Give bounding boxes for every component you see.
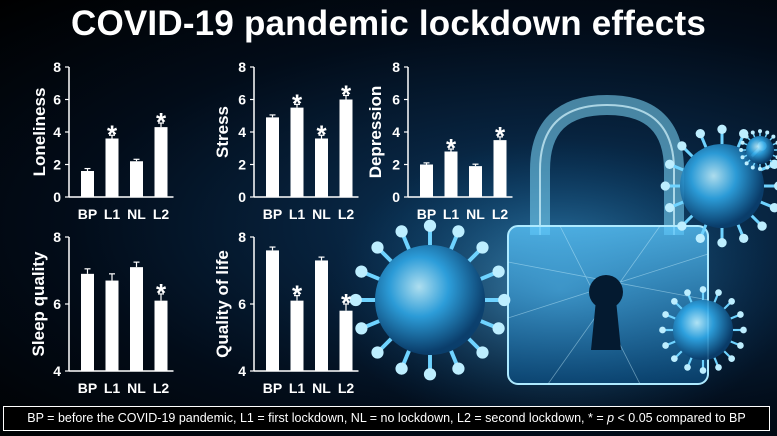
footnote-text-end: < 0.05 compared to BP: [614, 411, 746, 425]
y-axis-label: Sleep quality: [29, 251, 48, 356]
bar: [154, 127, 168, 197]
y-axis-label: Stress: [213, 106, 232, 158]
x-tick-label: L1: [289, 206, 306, 222]
footnote: BP = before the COVID-19 pandemic, L1 = …: [3, 406, 770, 431]
significance-marker: *: [156, 278, 167, 308]
chart-sleep-quality: 4 6 8 Sleep quality BP L1 NL * L2: [29, 229, 174, 396]
chart-stress: 0 2 4 6 8 Stress BP * L1 * NL * L2: [213, 59, 359, 222]
bar: [339, 310, 353, 371]
y-axis-label: Loneliness: [30, 88, 49, 177]
bar: [315, 138, 328, 197]
bar: [81, 171, 94, 197]
virus-icon: [349, 219, 511, 381]
bar: [154, 300, 168, 371]
x-tick-label: BP: [263, 206, 282, 222]
bar: [315, 260, 328, 371]
y-tick-label: 6: [53, 296, 61, 312]
y-tick-label: 0: [392, 189, 400, 205]
significance-marker: *: [446, 133, 457, 163]
y-tick-label: 4: [53, 124, 61, 140]
y-axis-label: Quality of life: [213, 250, 232, 358]
chart-depression: 0 2 4 6 8 Depression BP * L1 NL * L2: [366, 59, 513, 222]
chart-quality-of-life: 4 6 8 Quality of life BP * L1 NL * L2: [213, 229, 359, 396]
x-tick-label: L1: [443, 206, 460, 222]
padlock-icon: [507, 94, 709, 385]
y-axis-label: Depression: [366, 86, 385, 179]
y-tick-label: 0: [238, 189, 246, 205]
y-tick-label: 6: [53, 92, 61, 108]
bar: [105, 138, 119, 197]
bar: [290, 300, 304, 371]
bar: [130, 161, 143, 197]
y-tick-label: 4: [392, 124, 400, 140]
y-tick-label: 8: [238, 229, 246, 245]
x-tick-label: BP: [417, 206, 436, 222]
bar: [290, 107, 304, 197]
y-tick-label: 2: [238, 157, 246, 173]
bar: [266, 117, 279, 197]
bar: [493, 140, 507, 197]
footnote-p: p: [607, 411, 615, 425]
x-tick-label: L2: [153, 380, 170, 396]
y-tick-label: 8: [53, 59, 61, 75]
bar: [444, 151, 458, 197]
x-tick-label: L1: [104, 206, 121, 222]
y-tick-label: 4: [238, 124, 246, 140]
bar: [469, 166, 482, 197]
y-tick-label: 6: [392, 92, 400, 108]
x-tick-label: L2: [338, 206, 355, 222]
significance-marker: *: [156, 107, 167, 137]
bar: [420, 164, 433, 197]
virus-icon: [659, 286, 747, 374]
significance-marker: *: [292, 280, 303, 310]
y-tick-label: 0: [53, 189, 61, 205]
y-tick-label: 8: [238, 59, 246, 75]
y-tick-label: 8: [53, 229, 61, 245]
x-tick-label: BP: [263, 380, 282, 396]
bar: [130, 267, 143, 371]
y-tick-label: 6: [238, 296, 246, 312]
y-tick-label: 8: [392, 59, 400, 75]
significance-marker: *: [316, 119, 327, 149]
x-tick-label: NL: [127, 380, 146, 396]
x-tick-label: NL: [127, 206, 146, 222]
x-tick-label: L2: [338, 380, 355, 396]
x-tick-label: NL: [312, 206, 331, 222]
bar: [81, 273, 94, 371]
virus-icon: [349, 124, 777, 381]
x-tick-label: NL: [466, 206, 485, 222]
y-tick-label: 6: [238, 92, 246, 108]
footnote-text: BP = before the COVID-19 pandemic, L1 = …: [27, 411, 608, 425]
x-tick-label: L1: [104, 380, 121, 396]
x-tick-label: NL: [312, 380, 331, 396]
bar: [339, 99, 353, 197]
x-tick-label: L2: [153, 206, 170, 222]
y-tick-label: 4: [53, 363, 61, 379]
y-tick-label: 4: [238, 363, 246, 379]
bar: [266, 250, 279, 371]
y-tick-label: 2: [392, 157, 400, 173]
page-title: COVID-19 pandemic lockdown effects: [70, 4, 706, 43]
significance-marker: *: [341, 79, 352, 109]
significance-marker: *: [292, 88, 303, 118]
significance-marker: *: [107, 119, 118, 149]
significance-marker: *: [495, 121, 506, 151]
bar: [105, 280, 119, 371]
x-tick-label: L1: [289, 380, 306, 396]
x-tick-label: BP: [78, 380, 97, 396]
x-tick-label: L2: [492, 206, 509, 222]
x-tick-label: BP: [78, 206, 97, 222]
y-tick-label: 2: [53, 157, 61, 173]
significance-marker: *: [341, 288, 352, 318]
